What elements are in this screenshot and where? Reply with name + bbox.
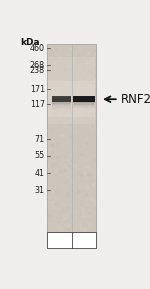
Text: 238: 238 (30, 66, 45, 75)
Bar (73, 99, 96, 109)
Bar (52, 101, 71, 112)
Bar (73, 98, 96, 107)
Bar (73, 97, 96, 103)
Text: 268: 268 (30, 61, 45, 70)
Bar (73, 96, 96, 102)
Bar (47, 232, 96, 248)
Text: 31: 31 (35, 186, 45, 194)
Bar (48, 57, 95, 124)
Bar (73, 96, 96, 102)
Bar (52, 97, 71, 105)
Text: 71: 71 (35, 135, 45, 144)
Bar (73, 97, 96, 105)
Bar (52, 96, 71, 102)
Bar (73, 98, 96, 108)
Bar (52, 100, 71, 110)
Bar (47, 44, 96, 231)
Text: HeLa: HeLa (49, 236, 70, 245)
Bar (52, 96, 71, 102)
Text: 293T: 293T (74, 236, 95, 245)
Text: 171: 171 (30, 85, 45, 94)
Text: 55: 55 (35, 151, 45, 160)
Bar (73, 99, 96, 110)
Bar (52, 97, 71, 104)
Text: 117: 117 (30, 100, 45, 109)
Bar (52, 98, 71, 106)
Text: RNF20: RNF20 (121, 93, 150, 106)
Text: 41: 41 (35, 168, 45, 178)
Bar (52, 99, 71, 108)
Bar (52, 99, 71, 109)
Bar (73, 97, 96, 106)
Text: 460: 460 (30, 44, 45, 53)
Text: kDa: kDa (20, 38, 40, 47)
Bar (48, 81, 95, 117)
